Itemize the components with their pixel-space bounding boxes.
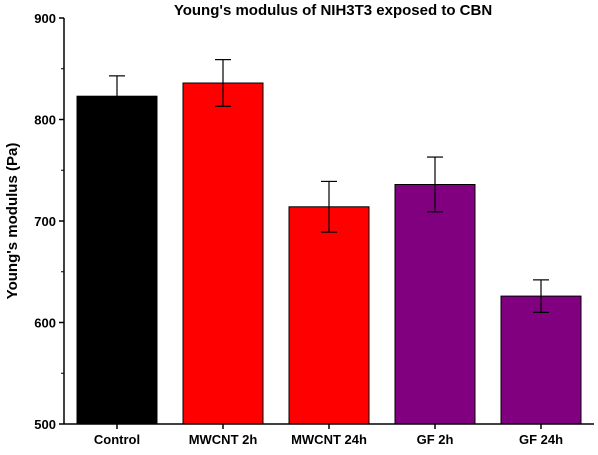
x-tick-label: Control <box>94 432 140 447</box>
x-tick-label: GF 24h <box>519 432 563 447</box>
bar-mwcnt-2h <box>182 82 264 425</box>
bar-control <box>76 95 158 425</box>
y-tick-label: 900 <box>34 11 56 26</box>
plot-area: Control MWCNT 2h MWCNT 24h GF 2h GF 24h 500 60… <box>34 11 594 447</box>
x-tick-label: MWCNT 24h <box>291 432 367 447</box>
x-tick-label: MWCNT 2h <box>189 432 258 447</box>
error-bar <box>321 180 337 233</box>
y-tick-label: 500 <box>34 417 56 432</box>
y-tick-label: 700 <box>34 214 56 229</box>
error-bar <box>215 59 231 107</box>
error-bar <box>109 75 125 118</box>
bar-gf-24h <box>500 295 582 425</box>
error-bar <box>427 156 443 213</box>
y-axis-label: Young's modulus (Pa) <box>4 143 21 300</box>
x-tick-label: GF 2h <box>417 432 454 447</box>
y-tick-label: 800 <box>34 113 56 128</box>
y-tick-label: 600 <box>34 316 56 331</box>
chart-title: Young's modulus of NIH3T3 exposed to CBN <box>174 2 492 19</box>
error-bar <box>533 279 549 313</box>
bar-mwcnt-24h <box>288 206 370 425</box>
bar-gf-2h <box>394 184 476 425</box>
